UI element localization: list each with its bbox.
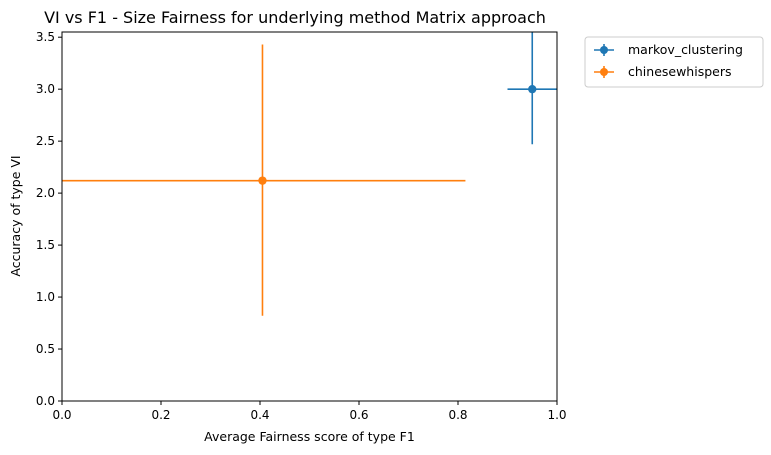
y-tick-label: 0.0 xyxy=(36,394,55,408)
x-tick-label: 0.6 xyxy=(349,408,368,422)
axes-frame xyxy=(61,31,558,402)
x-tick-label: 0.2 xyxy=(151,408,170,422)
y-tick-label: 1.5 xyxy=(36,238,55,252)
data-point xyxy=(258,176,267,185)
data-point xyxy=(528,84,537,94)
x-tick-label: 0.4 xyxy=(250,408,269,422)
series-chinesewhispers xyxy=(62,44,466,316)
y-tick-label: 3.0 xyxy=(36,82,55,96)
legend-marker xyxy=(600,46,608,54)
legend-label: chinesewhispers xyxy=(628,64,732,79)
legend-label: markov_clustering xyxy=(628,42,743,57)
y-tick-label: 2.5 xyxy=(36,134,55,148)
x-tick-label: 1.0 xyxy=(547,408,566,422)
y-tick-label: 3.5 xyxy=(36,30,55,44)
plot-area xyxy=(62,32,557,316)
legend-item-chinesewhispers: chinesewhispers xyxy=(594,64,732,79)
x-tick-label: 0.8 xyxy=(448,408,467,422)
legend-frame xyxy=(584,36,764,88)
legend: markov_clustering chinesewhispers xyxy=(584,36,764,88)
y-tick-label: 1.0 xyxy=(36,290,55,304)
legend-item-markov_clustering: markov_clustering xyxy=(594,42,743,57)
legend-marker xyxy=(600,68,608,76)
series-markov_clustering xyxy=(507,32,557,145)
x-tick-label: 0.0 xyxy=(52,408,71,422)
y-tick-label: 0.5 xyxy=(36,342,55,356)
chart-title: VI vs F1 - Size Fairness for underlying … xyxy=(44,8,546,27)
x-axis-label: Average Fairness score of type F1 xyxy=(204,429,415,444)
y-tick-label: 2.0 xyxy=(36,186,55,200)
y-axis-label: Accuracy of type VI xyxy=(8,155,23,276)
x-axis: 0.0 0.2 0.4 0.6 0.8 1.0 xyxy=(52,401,567,422)
y-axis: 0.0 0.5 1.0 1.5 2.0 2.5 3.0 3.5 xyxy=(36,30,62,408)
